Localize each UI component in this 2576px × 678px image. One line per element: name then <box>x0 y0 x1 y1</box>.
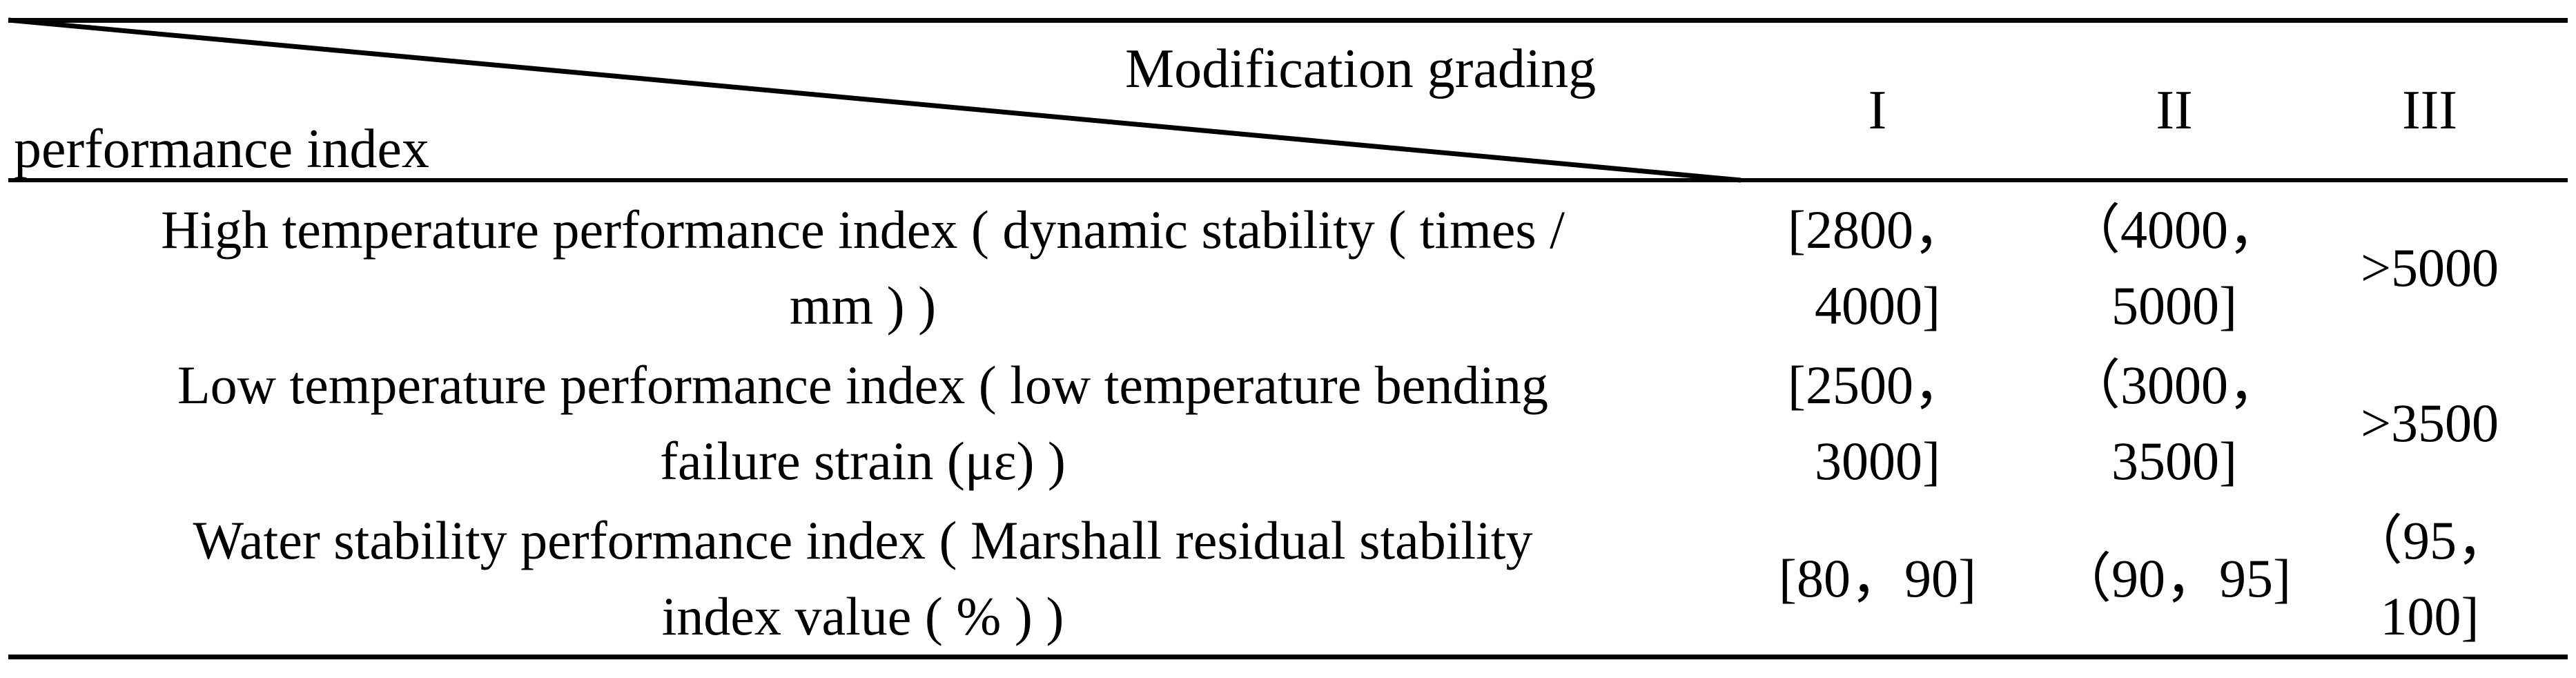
header-grade-3: III <box>2402 80 2457 141</box>
row-2-grade-1-value: [2500， 3000] <box>1788 355 1967 491</box>
header-grade-1: I <box>1868 80 1887 141</box>
row-3-grade-1-value: [80，90] <box>1779 548 1976 608</box>
row-1-grade-2-value: （4000， 5000] <box>2066 200 2282 336</box>
row-2-grade-3-value: >3500 <box>2361 393 2499 453</box>
row-3-grade-2-value: （90，95] <box>2058 548 2291 608</box>
row-3-grade-3-value: （95， 100] <box>2348 510 2510 646</box>
row-1-grade-1-value: [2800， 4000] <box>1788 200 1967 336</box>
row-label-water-stability: Water stability performance index ( Mars… <box>193 510 1533 646</box>
header-grade-2: II <box>2156 80 2193 141</box>
table-top-rule <box>8 18 2568 23</box>
header-performance-index: performance index <box>14 119 429 180</box>
header-modification-grading: Modification grading <box>1125 39 1597 99</box>
table-bottom-rule <box>8 655 2568 659</box>
row-label-low-temperature: Low temperature performance index ( low … <box>177 355 1548 491</box>
row-label-high-temperature: High temperature performance index ( dyn… <box>161 200 1565 336</box>
row-2-grade-2-value: （3000， 3500] <box>2066 355 2282 491</box>
row-1-grade-3-value: >5000 <box>2361 238 2499 298</box>
